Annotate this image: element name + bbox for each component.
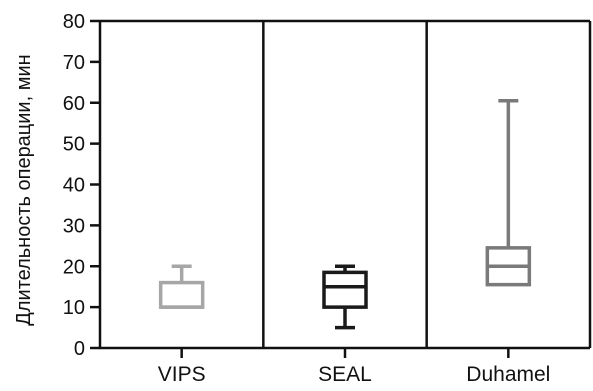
x-tick-label: VIPS [158, 363, 206, 386]
y-tick-label: 70 [63, 52, 85, 74]
y-tick-label: 50 [63, 134, 85, 156]
y-tick-label: 80 [63, 11, 85, 33]
x-tick-label: Duhamel [466, 363, 550, 386]
y-axis-ticks: 0 10 20 30 40 50 60 70 80 [63, 11, 100, 360]
box-iqr [322, 270, 368, 309]
y-tick-label: 30 [63, 215, 85, 237]
y-tick-label: 10 [63, 297, 85, 319]
x-tick-label: SEAL [318, 363, 372, 386]
y-tick-label: 0 [74, 338, 85, 360]
box-series [158, 98, 532, 330]
box-seal [322, 264, 368, 330]
y-axis-title: Длительность операции, мин [13, 54, 35, 325]
box-iqr [158, 280, 205, 309]
category-panels [100, 19, 592, 348]
y-tick-label: 20 [63, 256, 85, 278]
box-duhamel [485, 98, 532, 287]
x-axis-labels: VIPS SEAL Duhamel [158, 348, 550, 386]
y-tick-label: 40 [63, 175, 85, 197]
box-vips [158, 264, 205, 309]
y-tick-label: 60 [63, 93, 85, 115]
